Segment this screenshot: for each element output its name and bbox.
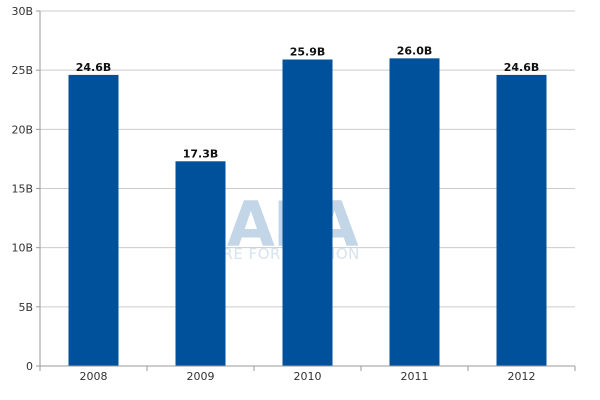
y-tick-label: 25B	[11, 64, 33, 77]
y-tick-label: 0	[26, 360, 33, 373]
data-label-2008: 24.6B	[76, 61, 112, 74]
bar-2009	[175, 161, 226, 366]
x-tick-label-2008: 2008	[80, 370, 108, 383]
data-label-2012: 24.6B	[504, 61, 540, 74]
y-tick-label: 5B	[18, 301, 33, 314]
y-tick-label: 30B	[11, 5, 33, 18]
x-tick-label-2010: 2010	[294, 370, 322, 383]
data-label-2009: 17.3B	[183, 147, 219, 160]
y-tick-label: 10B	[11, 242, 33, 255]
bar-2011	[389, 58, 440, 366]
data-label-2010: 25.9B	[290, 46, 326, 59]
x-axis: 2008 2009 2010 2011 2012	[39, 365, 576, 383]
bar-2008	[68, 74, 119, 367]
x-tick-label-2011: 2011	[401, 370, 429, 383]
y-axis: 0 5B 10B 15B 20B 25B 30B	[11, 5, 41, 373]
x-tick-label-2009: 2009	[187, 370, 215, 383]
bar-2012	[496, 74, 547, 367]
bars: 24.6B 17.3B 25.9B 26.0B 24.6B	[68, 44, 547, 367]
bar-2010	[282, 59, 333, 367]
y-tick-label: 20B	[11, 123, 33, 136]
x-tick-label-2012: 2012	[508, 370, 536, 383]
y-tick-label: 15B	[11, 183, 33, 196]
data-label-2011: 26.0B	[397, 44, 433, 57]
